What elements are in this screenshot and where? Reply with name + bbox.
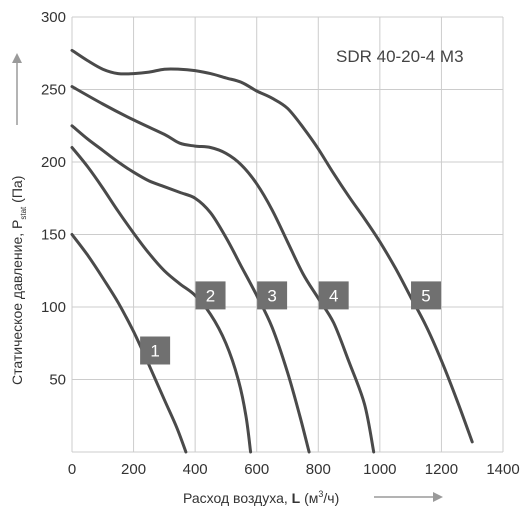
- x-tick-label: 1000: [363, 461, 396, 478]
- chart-title: SDR 40-20-4 M3: [336, 47, 464, 66]
- x-tick-label: 400: [183, 461, 208, 478]
- curve-4: [70, 85, 376, 454]
- curve-label-box-5: [411, 281, 442, 310]
- curve-1: [70, 233, 188, 454]
- y-tick-labels: 50 100 150 200 250 300: [41, 9, 66, 389]
- y-tick-label: 250: [41, 82, 66, 99]
- y-axis-title: Статическое давление, Pstat (Па): [9, 176, 28, 385]
- x-tick-label: 600: [244, 461, 269, 478]
- y-tick-label: 200: [41, 154, 66, 171]
- curve-label-box-4: [318, 281, 349, 310]
- curves-group: [70, 48, 474, 454]
- curve-5: [70, 48, 474, 444]
- x-axis-title: Расход воздуха, L (м3/ч): [183, 489, 339, 506]
- curve-labels-group: 1 2 3 4 5: [140, 281, 442, 365]
- curve-label-1: 1: [150, 342, 159, 361]
- x-tick-label: 200: [121, 461, 146, 478]
- y-tick-label: 300: [41, 9, 66, 26]
- x-tick-labels: 0 200 400 600 800 1000 1200 1400: [68, 461, 520, 478]
- curve-3: [70, 124, 311, 454]
- x-tick-label: 1200: [425, 461, 458, 478]
- curve-label-box-3: [257, 281, 288, 310]
- curve-label-4: 4: [329, 286, 338, 305]
- curve-2: [70, 146, 253, 454]
- x-tick-label: 0: [68, 461, 76, 478]
- curve-label-5: 5: [421, 286, 430, 305]
- curve-label-2: 2: [206, 286, 215, 305]
- y-tick-label: 100: [41, 299, 66, 316]
- y-axis-arrow-icon: [12, 53, 22, 63]
- curve-label-3: 3: [267, 286, 276, 305]
- x-tick-label: 800: [306, 461, 331, 478]
- x-axis-arrow-icon: [433, 492, 443, 502]
- curve-label-box-1: [140, 336, 171, 365]
- grid: [71, 16, 504, 453]
- y-tick-label: 50: [49, 372, 66, 389]
- x-tick-label: 1400: [486, 461, 519, 478]
- curve-label-box-2: [195, 281, 226, 310]
- y-tick-label: 150: [41, 227, 66, 244]
